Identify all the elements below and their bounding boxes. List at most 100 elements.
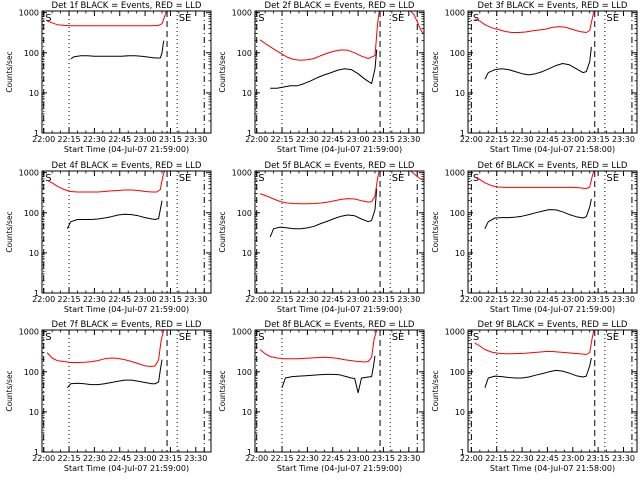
chart-title: Det 7f BLACK = Events, RED = LLD: [52, 320, 202, 330]
x-tick-label: 22:30: [296, 295, 319, 304]
events-series-line: [70, 40, 165, 60]
x-tick-label: 22:30: [83, 454, 106, 463]
x-tick-label: 22:30: [83, 295, 106, 304]
marker-label-SE: SE: [392, 332, 405, 343]
y-tick-label: 10: [29, 89, 39, 98]
series-group: [259, 11, 424, 89]
plot-frame: [254, 329, 425, 453]
y-tick-label: 1: [460, 129, 465, 138]
x-tick-label: 22:15: [58, 135, 81, 144]
y-tick-label: 100: [237, 49, 252, 58]
lld-series-line: [259, 330, 378, 363]
marker-label-S: S: [45, 173, 51, 184]
y-tick-label: 1000: [19, 169, 39, 178]
y-tick-label: 1: [460, 289, 465, 298]
series-group: [46, 11, 167, 60]
y-tick-label: 100: [24, 368, 39, 377]
x-tick-label: 23:30: [397, 295, 420, 304]
events-series-line: [484, 357, 592, 388]
series-group: [259, 330, 378, 394]
marker-label-S: S: [45, 332, 51, 343]
x-tick-label: 22:30: [83, 135, 106, 144]
y-axis-label: Counts/sec: [5, 211, 14, 252]
x-tick-label: 22:45: [536, 454, 559, 463]
x-tick-label: 22:45: [321, 454, 344, 463]
y-tick-label: 1000: [19, 328, 39, 337]
events-series-line: [484, 46, 592, 80]
chart-panel-3: Det 3f BLACK = Events, RED = LLD Counts/s…: [431, 1, 638, 154]
plot-frame: [41, 170, 212, 294]
x-axis-label: Start Time (04-Jul-07 21:58:00): [490, 464, 615, 473]
y-tick-label: 1000: [445, 328, 465, 337]
x-tick-label: 23:15: [372, 135, 395, 144]
y-tick-label: 10: [242, 89, 252, 98]
x-tick-label: 23:00: [561, 135, 584, 144]
y-tick-label: 100: [237, 368, 252, 377]
marker-label-S: S: [473, 332, 479, 343]
y-tick-label: 1000: [445, 9, 465, 18]
x-tick-label: 22:45: [108, 454, 131, 463]
marker-label-SE: SE: [179, 332, 192, 343]
y-tick-label: 1: [247, 289, 252, 298]
chart-title: Det 5f BLACK = Events, RED = LLD: [265, 161, 415, 171]
lld-series-line: [410, 171, 424, 181]
y-tick-label: 10: [29, 249, 39, 258]
x-tick-label: 22:15: [58, 454, 81, 463]
y-axis-label: Counts/sec: [431, 211, 440, 252]
x-tick-label: 22:00: [460, 135, 483, 144]
lld-series-line: [474, 11, 595, 33]
y-tick-label: 1000: [19, 9, 39, 18]
y-tick-label: 1000: [445, 169, 465, 178]
x-tick-label: 23:00: [347, 295, 370, 304]
lld-series-line: [46, 171, 165, 193]
y-tick-label: 10: [455, 408, 465, 417]
x-tick-label: 22:15: [58, 295, 81, 304]
marker-label-S: S: [258, 332, 264, 343]
marker-label-SE: SE: [179, 173, 192, 184]
x-tick-label: 23:00: [561, 454, 584, 463]
y-tick-label: 1: [34, 448, 39, 457]
y-tick-label: 10: [242, 249, 252, 258]
y-tick-label: 100: [24, 209, 39, 218]
x-tick-label: 23:00: [561, 295, 584, 304]
x-axis-label: Start Time (04-Jul-07 21:59:00): [277, 305, 402, 314]
events-series-line: [66, 200, 163, 229]
x-tick-label: 22:45: [108, 295, 131, 304]
x-tick-label: 23:30: [184, 454, 207, 463]
chart-panel-4: Det 4f BLACK = Events, RED = LLD Counts/s…: [5, 161, 212, 314]
chart-title: Det 9f BLACK = Events, RED = LLD: [478, 320, 628, 330]
x-axis-label: Start Time (04-Jul-07 21:59:00): [64, 145, 189, 154]
marker-label-SE: SE: [179, 13, 192, 24]
y-axis-label: Counts/sec: [5, 370, 14, 411]
x-tick-label: 22:30: [296, 135, 319, 144]
y-axis-label: Counts/sec: [5, 51, 14, 92]
lld-series-line: [410, 11, 424, 34]
lld-series-line: [259, 11, 380, 61]
x-axis-label: Start Time (04-Jul-07 21:59:00): [277, 464, 402, 473]
x-tick-label: 22:00: [245, 135, 268, 144]
y-tick-label: 100: [450, 209, 465, 218]
plot-frame: [467, 170, 638, 294]
lld-series-line: [474, 171, 595, 190]
x-tick-label: 23:30: [612, 454, 635, 463]
x-tick-label: 22:45: [321, 135, 344, 144]
x-tick-label: 22:00: [32, 454, 55, 463]
chart-title: Det 4f BLACK = Events, RED = LLD: [52, 161, 202, 171]
y-axis-label: Counts/sec: [431, 370, 440, 411]
x-tick-label: 22:00: [32, 295, 55, 304]
y-tick-label: 1: [34, 289, 39, 298]
chart-panel-8: Det 8f BLACK = Events, RED = LLD Counts/s…: [218, 320, 425, 473]
x-axis-label: Start Time (04-Jul-07 21:59:00): [64, 464, 189, 473]
y-tick-label: 10: [29, 408, 39, 417]
x-tick-label: 23:30: [612, 135, 635, 144]
x-axis-label: Start Time (04-Jul-07 21:59:00): [64, 305, 189, 314]
y-tick-label: 100: [450, 49, 465, 58]
x-tick-label: 22:15: [271, 295, 294, 304]
chart-panel-6: Det 6f BLACK = Events, RED = LLD Counts/s…: [431, 161, 638, 314]
x-tick-label: 23:00: [134, 295, 157, 304]
x-axis-label: Start Time (04-Jul-07 21:59:00): [490, 305, 615, 314]
y-axis-label: Counts/sec: [218, 51, 227, 92]
x-tick-label: 22:45: [536, 295, 559, 304]
y-tick-label: 10: [455, 89, 465, 98]
